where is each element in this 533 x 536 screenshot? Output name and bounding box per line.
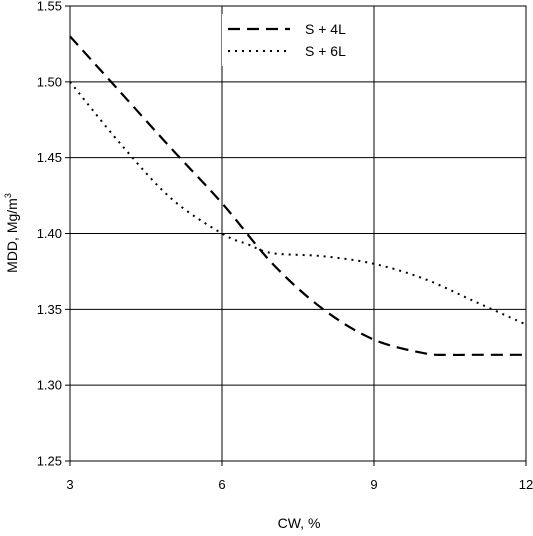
y-tick-label: 1.35	[37, 302, 62, 317]
y-tick-label: 1.40	[37, 226, 62, 241]
legend-label-series-1: S + 4L	[305, 21, 346, 37]
x-tick-label: 3	[66, 477, 73, 492]
y-axis-title-superscript: 3	[3, 193, 13, 198]
legend: S + 4L S + 6L	[222, 14, 356, 66]
x-tick-label: 9	[370, 477, 377, 492]
y-tick-label: 1.50	[37, 74, 62, 89]
legend-label-series-2: S + 6L	[305, 43, 346, 59]
x-tick-label: 6	[218, 477, 225, 492]
series-lines	[69, 35, 527, 357]
y-axis-title-main: MDD, Mg/m	[4, 198, 20, 273]
series-line-2	[69, 81, 527, 326]
series-line-1	[69, 35, 526, 357]
grid-lines	[69, 5, 527, 462]
y-axis-title: MDD, Mg/m3	[3, 193, 20, 273]
y-tick-label: 1.45	[37, 150, 62, 165]
x-tick-label: 12	[519, 477, 533, 492]
legend-background	[222, 14, 356, 66]
axis-ticks: 1.25 1.30 1.35 1.40 1.45 1.50 1.55 3 6 9 12	[37, 0, 533, 492]
y-tick-label: 1.55	[37, 0, 62, 14]
y-tick-label: 1.25	[37, 454, 62, 469]
y-tick-label: 1.30	[37, 378, 62, 393]
x-axis-title: CW, %	[278, 515, 321, 531]
